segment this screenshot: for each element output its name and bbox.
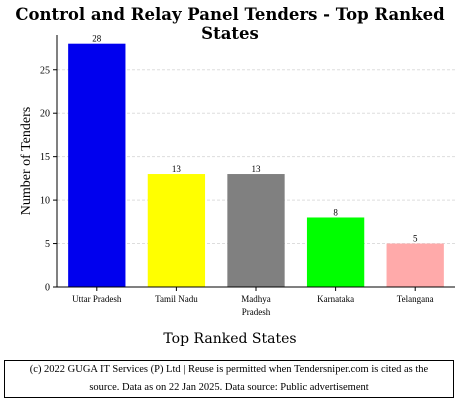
y-tick-label: 5 <box>45 239 50 250</box>
bar <box>68 43 126 288</box>
data-label: 5 <box>413 234 418 244</box>
data-label: 28 <box>92 34 102 44</box>
y-tick-label: 0 <box>45 283 50 294</box>
y-axis-title: Number of Tenders <box>19 107 34 215</box>
bar <box>306 217 365 287</box>
y-tick-label: 25 <box>40 65 50 76</box>
x-tick-label: Karnataka <box>317 294 354 304</box>
bar <box>147 174 206 287</box>
x-tick-label: Telangana <box>397 294 434 304</box>
footer-line-2: source. Data as on 22 Jan 2025. Data sou… <box>89 382 369 393</box>
plot-area: 0 5 10 15 20 25 Number of Tenders 28 Uttar Prade… <box>19 34 455 317</box>
y-tick-label: 10 <box>40 196 50 207</box>
footer-citation: (c) 2022 GUGA IT Services (P) Ltd | Reus… <box>4 360 454 398</box>
data-label: 13 <box>172 164 182 174</box>
x-tick-label: Uttar Pradesh <box>72 294 122 304</box>
bar <box>386 243 444 287</box>
x-tick-label: Madhya <box>241 294 271 304</box>
bar <box>227 174 285 287</box>
y-tick-label: 20 <box>40 109 50 120</box>
data-label: 13 <box>252 164 262 174</box>
data-label: 8 <box>333 207 338 217</box>
footer-line-1: (c) 2022 GUGA IT Services (P) Ltd | Reus… <box>29 364 429 375</box>
x-axis-title: Top Ranked States <box>163 331 297 347</box>
y-tick-label: 15 <box>40 152 50 163</box>
chart-title: Control and Relay Panel Tenders - Top Ra… <box>15 5 445 43</box>
x-tick-label: Tamil Nadu <box>155 294 198 304</box>
x-tick-label: Pradesh <box>242 307 271 317</box>
